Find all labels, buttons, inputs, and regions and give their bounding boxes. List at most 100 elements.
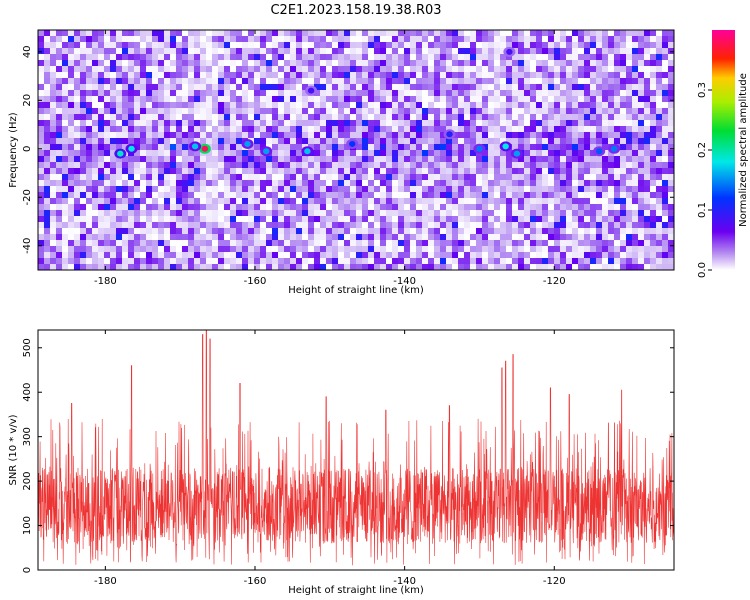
heatmap-cell — [170, 30, 176, 36]
heatmap-cell — [74, 162, 80, 168]
heatmap-cell — [614, 162, 620, 168]
heatmap-cell — [470, 72, 476, 78]
heatmap-cell — [530, 66, 536, 72]
heatmap-frame — [37, 29, 675, 271]
heatmap-cell — [632, 48, 638, 54]
heatmap-cell — [560, 84, 566, 90]
heatmap-cell — [110, 180, 116, 186]
heatmap-cell — [356, 72, 362, 78]
heatmap-cell — [206, 180, 212, 186]
heatmap-cell — [230, 126, 236, 132]
heatmap-cell — [500, 60, 506, 66]
heatmap-cell — [218, 222, 224, 228]
heatmap-cell — [338, 102, 344, 108]
heatmap-cell — [212, 216, 218, 222]
heatmap-cell — [386, 114, 392, 120]
heatmap-cell — [386, 192, 392, 198]
heatmap-cell — [176, 108, 182, 114]
heatmap-cell — [326, 246, 332, 252]
heatmap-cell — [236, 42, 242, 48]
heatmap-cell — [50, 252, 56, 258]
heatmap-cell — [374, 228, 380, 234]
heatmap-cell — [560, 204, 566, 210]
heatmap-cell — [536, 72, 542, 78]
heatmap-cell — [254, 102, 260, 108]
heatmap-cell — [146, 246, 152, 252]
heatmap-cell — [170, 162, 176, 168]
heatmap-cell — [62, 198, 68, 204]
heatmap-cell — [188, 222, 194, 228]
heatmap-cell — [158, 228, 164, 234]
heatmap-cell — [290, 60, 296, 66]
heatmap-cell — [92, 258, 98, 264]
heatmap-cell — [326, 72, 332, 78]
heatmap-cell — [164, 96, 170, 102]
heatmap-cell — [272, 78, 278, 84]
heatmap-cell — [38, 108, 44, 114]
heatmap-cell — [74, 234, 80, 240]
heatmap-cell — [458, 48, 464, 54]
heatmap-cell — [590, 156, 596, 162]
heatmap-cell — [92, 102, 98, 108]
heatmap-cell — [110, 168, 116, 174]
heatmap-cell — [608, 120, 614, 126]
heatmap-cell — [428, 96, 434, 102]
heatmap-cell — [194, 120, 200, 126]
heatmap-cell — [656, 258, 662, 264]
heatmap-cell — [416, 246, 422, 252]
heatmap-cell — [536, 78, 542, 84]
heatmap-cell — [68, 36, 74, 42]
heatmap-cell — [494, 144, 500, 150]
heatmap-cell — [458, 168, 464, 174]
heatmap-cell — [50, 216, 56, 222]
heatmap-cell — [488, 72, 494, 78]
heatmap-cell — [494, 246, 500, 252]
heatmap-cell — [584, 204, 590, 210]
heatmap-cell — [296, 210, 302, 216]
heatmap-cell — [350, 102, 356, 108]
heatmap-cell — [668, 150, 674, 156]
heatmap-cell — [620, 180, 626, 186]
heatmap-cell — [134, 90, 140, 96]
heatmap-cell — [590, 228, 596, 234]
heatmap-cell — [518, 186, 524, 192]
heatmap-cell — [368, 144, 374, 150]
heatmap-cell — [518, 144, 524, 150]
heatmap-cell — [626, 90, 632, 96]
heatmap-cell — [122, 78, 128, 84]
heatmap-cell — [164, 168, 170, 174]
heatmap-cell — [266, 168, 272, 174]
heatmap-cell — [308, 96, 314, 102]
heatmap-cell — [326, 84, 332, 90]
heatmap-cell — [116, 186, 122, 192]
heatmap-cell — [230, 78, 236, 84]
heatmap-cell — [632, 222, 638, 228]
heatmap-cell — [476, 210, 482, 216]
heatmap-cell — [230, 138, 236, 144]
heatmap-cell — [464, 174, 470, 180]
heatmap-cell — [560, 102, 566, 108]
heatmap-cell — [482, 66, 488, 72]
heatmap-cell — [314, 162, 320, 168]
heatmap-cell — [410, 210, 416, 216]
heatmap-cell — [458, 234, 464, 240]
heatmap-cell — [182, 150, 188, 156]
heatmap-cell — [236, 234, 242, 240]
heatmap-cell — [584, 180, 590, 186]
heatmap-cell — [56, 168, 62, 174]
heatmap-cell — [386, 126, 392, 132]
heatmap-cell — [86, 186, 92, 192]
heatmap-cell — [320, 150, 326, 156]
heatmap-cell — [80, 204, 86, 210]
heatmap-cell — [56, 258, 62, 264]
heatmap-cell — [326, 42, 332, 48]
heatmap-cell — [422, 222, 428, 228]
heatmap-cell — [638, 210, 644, 216]
heatmap-cell — [302, 60, 308, 66]
heatmap-cell — [320, 66, 326, 72]
heatmap-cell — [350, 84, 356, 90]
heatmap-cell — [416, 222, 422, 228]
heatmap-cell — [512, 168, 518, 174]
heatmap-cell — [644, 156, 650, 162]
heatmap-cell — [92, 72, 98, 78]
